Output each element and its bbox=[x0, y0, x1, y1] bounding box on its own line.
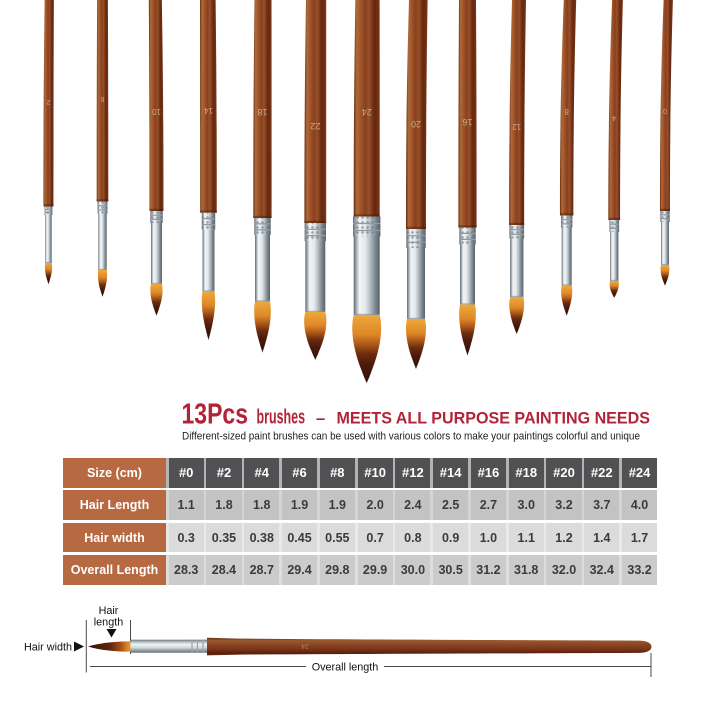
svg-text:Different-sized paint brushes: Different-sized paint brushes can be use… bbox=[182, 431, 640, 443]
svg-text:4: 4 bbox=[612, 114, 616, 121]
svg-text:20: 20 bbox=[411, 119, 421, 129]
svg-text:Hair width: Hair width bbox=[24, 642, 72, 654]
svg-text:length: length bbox=[94, 617, 123, 629]
svg-text:2: 2 bbox=[46, 98, 50, 105]
svg-text:6: 6 bbox=[100, 95, 104, 102]
svg-text:24: 24 bbox=[301, 642, 309, 649]
svg-text:–: – bbox=[316, 410, 325, 428]
svg-text:18: 18 bbox=[257, 107, 267, 117]
svg-text:brushes: brushes bbox=[257, 406, 306, 429]
svg-text:Overall length: Overall length bbox=[312, 662, 379, 674]
svg-text:8: 8 bbox=[564, 107, 569, 116]
svg-text:MEETS ALL PURPOSE PAINTING NEE: MEETS ALL PURPOSE PAINTING NEEDS bbox=[337, 410, 651, 428]
svg-text:Hair: Hair bbox=[99, 605, 119, 617]
svg-text:16: 16 bbox=[462, 117, 472, 127]
svg-text:22: 22 bbox=[310, 121, 320, 131]
svg-text:24: 24 bbox=[362, 107, 372, 117]
svg-text:10: 10 bbox=[152, 107, 161, 116]
svg-text:14: 14 bbox=[204, 106, 213, 115]
svg-text:12: 12 bbox=[512, 122, 521, 131]
svg-text:13Pcs: 13Pcs bbox=[182, 399, 249, 431]
svg-text:0: 0 bbox=[663, 107, 667, 114]
